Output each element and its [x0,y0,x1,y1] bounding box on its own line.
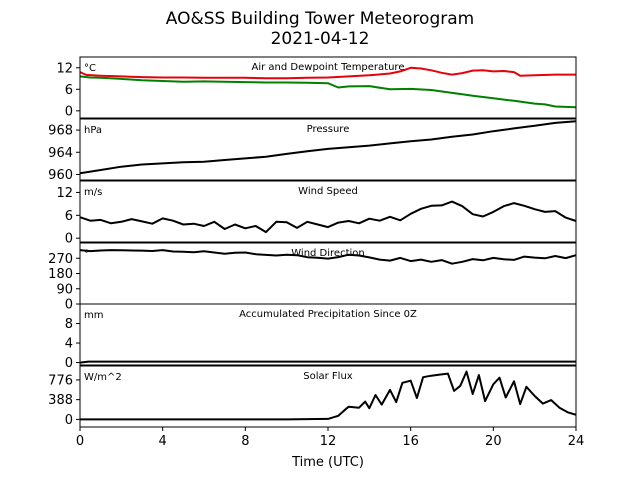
x-tick-label: 16 [402,434,419,449]
panel-1-frame [79,56,577,119]
panel-2-unit-label: hPa [84,125,102,136]
x-tick-label: 4 [159,434,167,449]
panel-6-title: Solar Flux [303,371,353,382]
panel-2-ytick-label: 964 [48,146,73,161]
panel-3-ytick-label: 6 [65,209,73,224]
panel-2-title: Pressure [307,124,350,135]
panel-5-ytick-label: 8 [65,317,73,332]
figure-title-line1: AO&SS Building Tower Meteorogram [166,9,474,29]
panel-4-ytick-label: 90 [56,282,73,297]
panel-1-ytick-label: 12 [56,61,73,76]
panel-4-ytick-label: 0 [65,298,73,313]
panel-2: 960 964 968 hPa Pressure [48,118,577,183]
panel-2-ytick-label: 960 [48,168,73,183]
x-axis: 0 4 8 12 16 20 24 [76,427,584,449]
panel-1-series-1-line [79,66,576,80]
panel-5-series-1-line [79,360,576,364]
panel-5-frame [79,303,577,366]
panel-2-series-1-line [79,120,577,175]
panel-1-unit-label: °C [84,63,96,74]
x-tick-label: 24 [568,434,585,449]
panel-5-ytick-label: 0 [65,356,73,371]
panel-5-unit-label: mm [84,310,103,321]
x-tick-label: 20 [485,434,502,449]
panel-6-unit-label: W/m^2 [84,372,122,383]
panel-4-ytick-label: 270 [48,252,73,267]
x-tick-label: 12 [320,434,337,449]
panel-3: 0 6 12 m/s Wind Speed [56,180,577,247]
panel-1-ytick-label: 6 [65,83,73,98]
x-tick-label: 8 [241,434,249,449]
figure-title-line2: 2021-04-12 [271,29,370,49]
panel-6-series-1-line [80,370,577,421]
panel-3-title: Wind Speed [298,186,358,197]
panel-3-series-1-line [79,200,577,234]
panel-2-ytick-label: 968 [48,124,73,139]
panel-3-frame [79,180,577,243]
panel-6-ytick-label: 388 [48,393,73,408]
panel-1-ytick-label: 0 [65,104,73,119]
x-axis-label: Time (UTC) [291,455,364,470]
panel-1: 0 6 12 °C Air and Dewpoint Temperature [56,56,577,119]
panel-4-series-1-line [79,249,577,265]
panel-6-ytick-label: 0 [65,413,73,428]
panel-4-unit-label: ° [84,249,89,260]
panel-1-title: Air and Dewpoint Temperature [252,62,405,73]
panel-4-ytick-label: 180 [48,267,73,282]
panel-6-ytick-label: 776 [48,373,73,388]
panel-6: 0 388 776 W/m^2 Solar Flux [48,365,577,428]
panel-5: 0 4 8 mm Accumulated Precipitation Since 0Z [65,303,577,371]
panels-group: 0 6 12 °C Air and Dewpoint Temperature 960 964… [48,56,577,428]
panel-5-ytick-label: 4 [65,337,73,352]
x-tick-label: 0 [76,434,84,449]
panel-5-title: Accumulated Precipitation Since 0Z [239,309,417,320]
panel-2-frame [79,118,577,181]
panel-3-ytick-label: 0 [65,232,73,247]
panel-1-series-2-line [79,75,577,109]
panel-3-unit-label: m/s [84,187,102,198]
panel-4-title: Wind Direction [291,248,365,259]
panel-3-ytick-label: 12 [56,186,73,201]
